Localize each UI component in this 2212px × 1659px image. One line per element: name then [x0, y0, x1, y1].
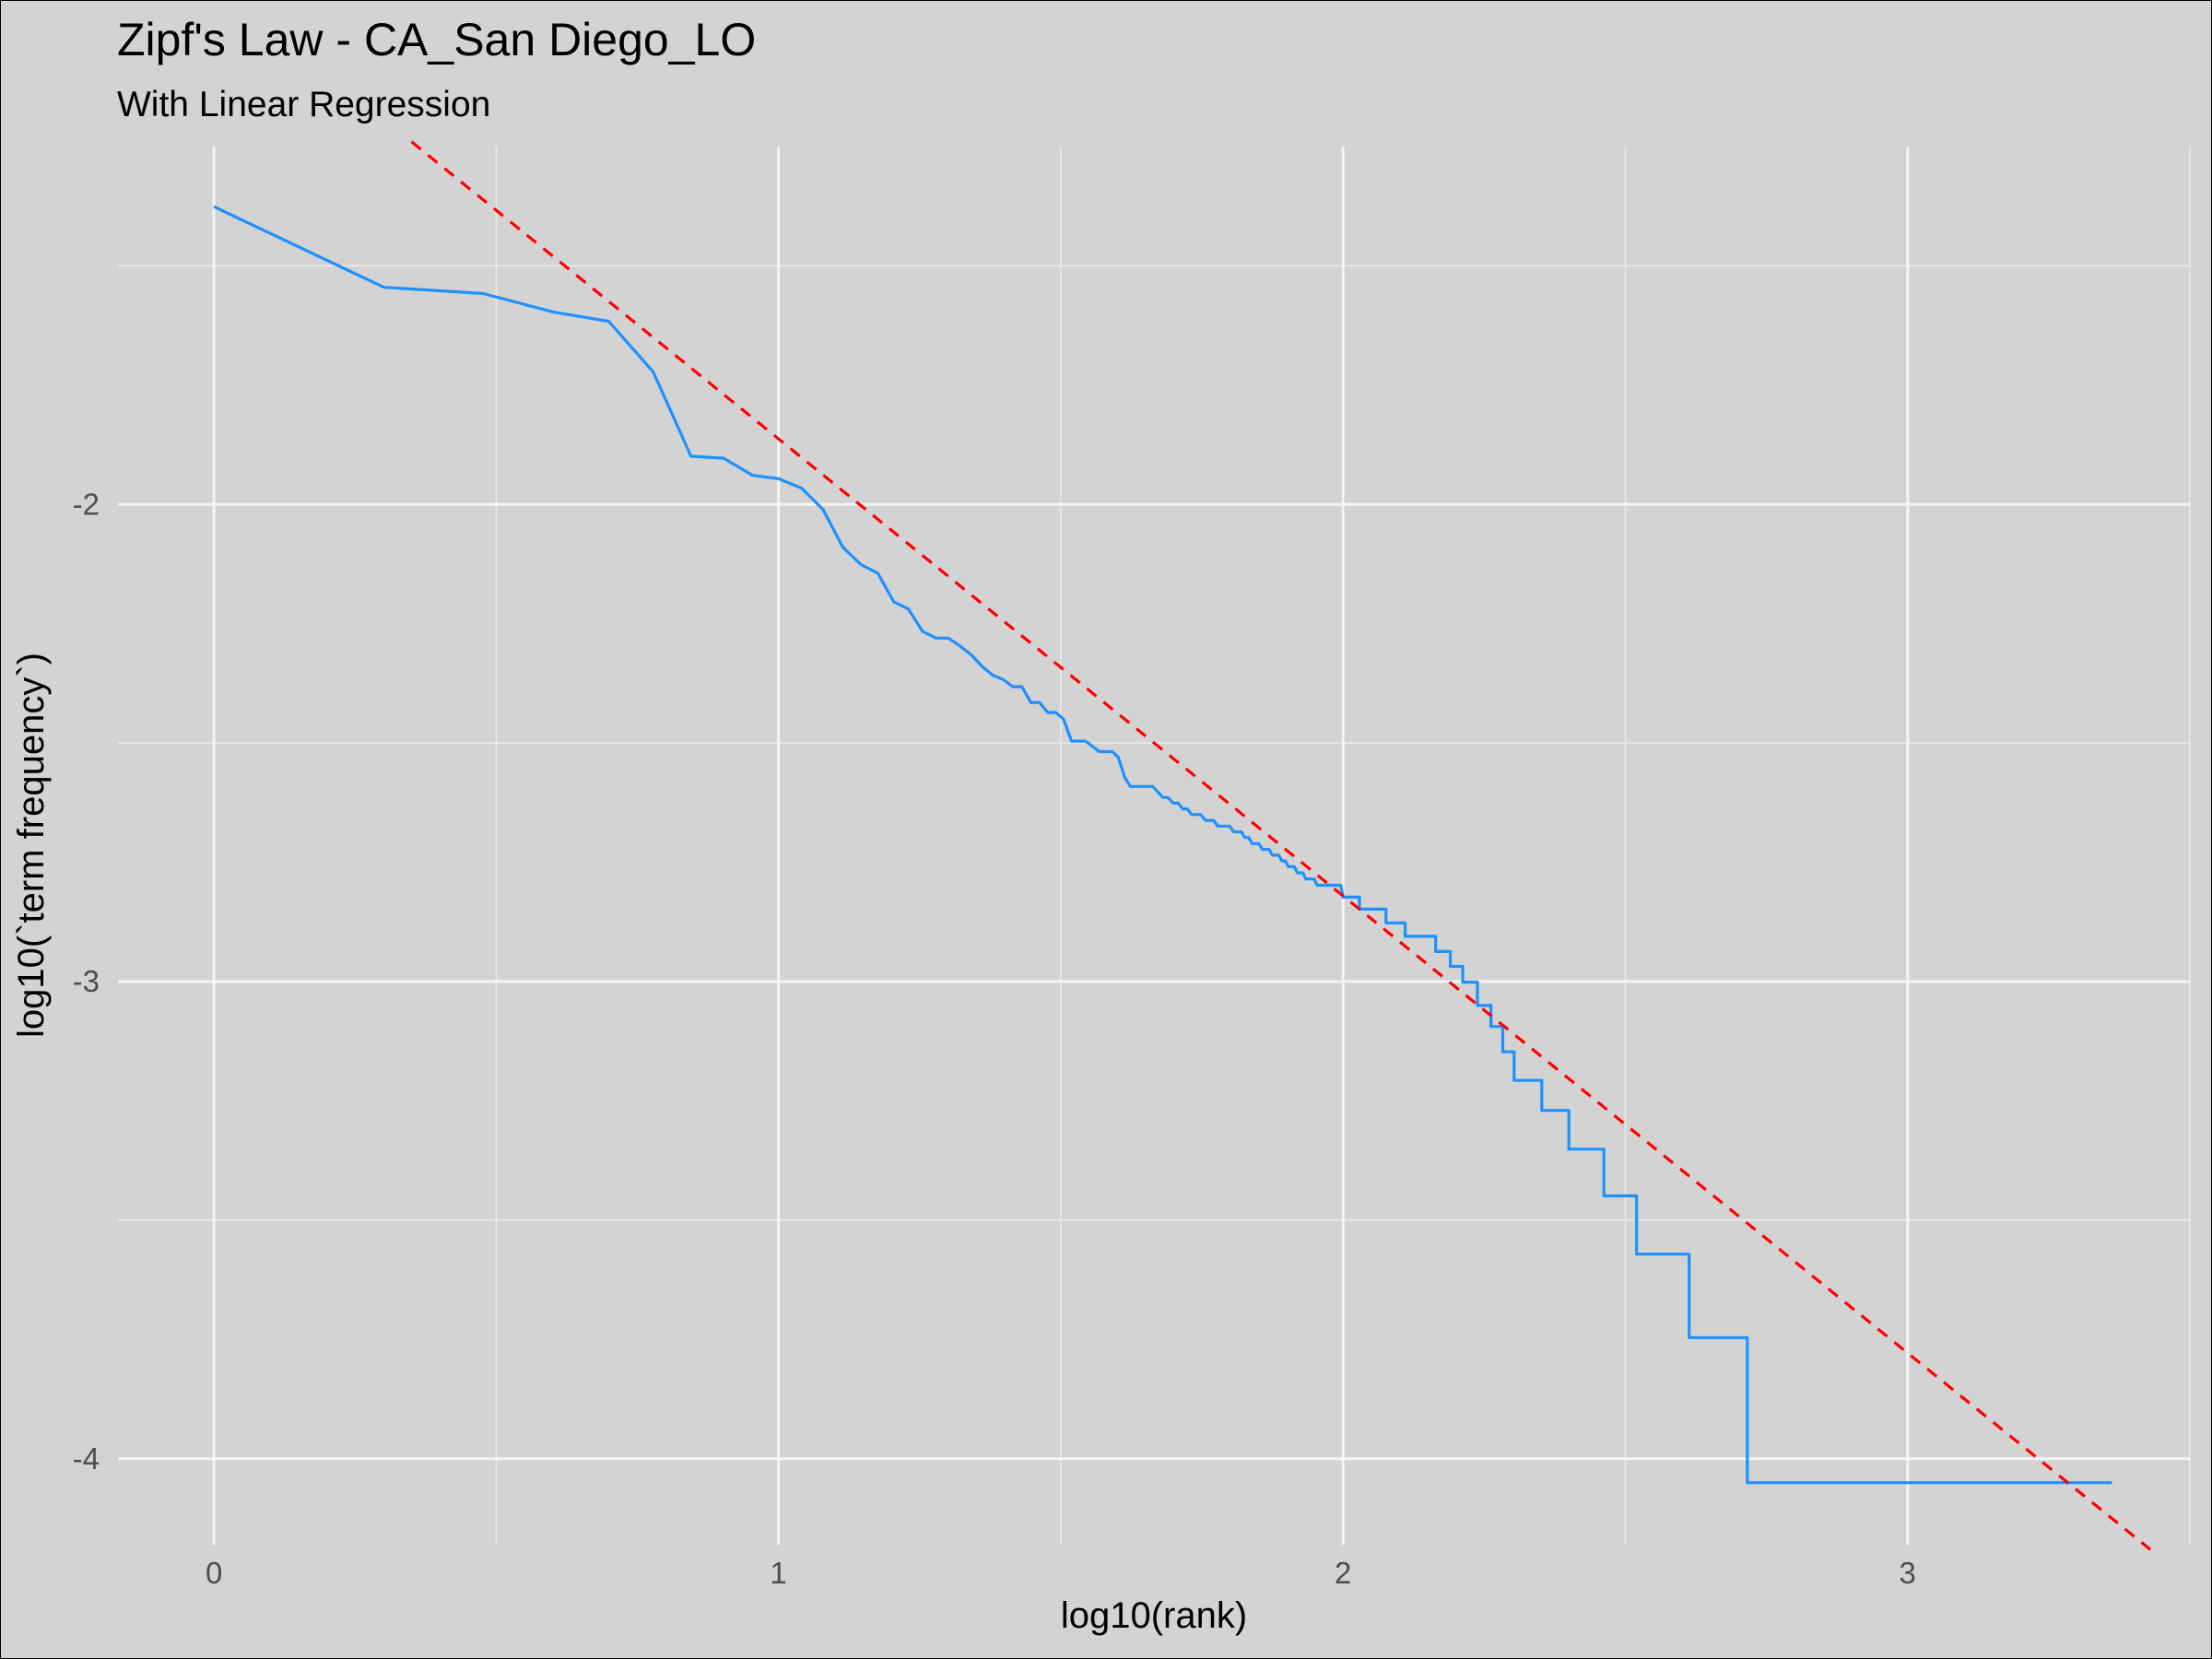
- x-axis-title: log10(rank): [1061, 1595, 1247, 1636]
- y-tick-label: -4: [73, 1441, 100, 1476]
- series-layer: [213, 140, 2152, 1551]
- y-tick-label: -2: [73, 487, 100, 521]
- y-axis-ticks: -2 -3 -4: [73, 487, 100, 1475]
- chart-title: Zipf's Law - CA_San Diego_LO: [117, 14, 756, 65]
- x-tick-label: 0: [206, 1556, 222, 1590]
- y-axis-title: log10(`term frequency`): [11, 653, 52, 1038]
- grid-lines: [118, 147, 2191, 1545]
- x-tick-label: 2: [1335, 1556, 1351, 1590]
- x-tick-label: 3: [1900, 1556, 1916, 1590]
- x-tick-label: 1: [770, 1556, 786, 1590]
- frequency-line: [213, 205, 2112, 1485]
- chart-subtitle: With Linear Regression: [117, 85, 490, 124]
- x-axis-ticks: 0 1 2 3: [206, 1556, 1916, 1590]
- plot-panel: [118, 147, 2190, 1545]
- y-tick-label: -3: [73, 964, 100, 998]
